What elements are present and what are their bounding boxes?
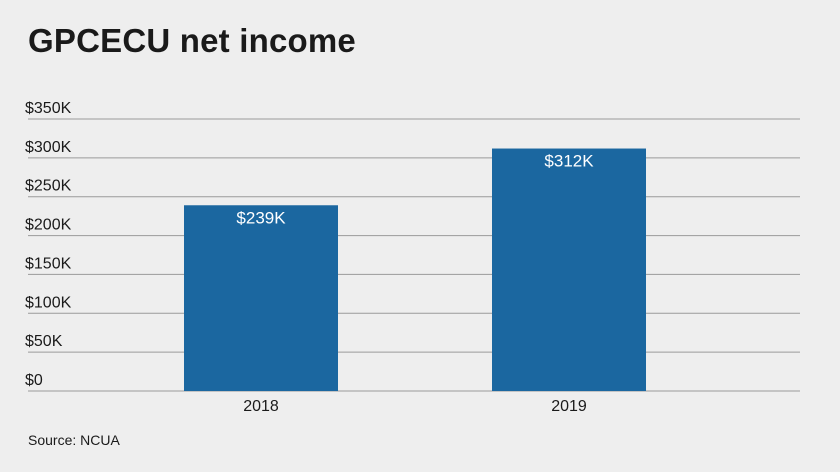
y-tick-label: $250K xyxy=(25,178,72,195)
y-tick-label: $300K xyxy=(25,139,72,156)
y-tick-label: $50K xyxy=(25,333,63,350)
bar-2019 xyxy=(492,148,646,391)
y-tick-label: $0 xyxy=(25,372,43,389)
data-label-2019: $312K xyxy=(544,152,594,171)
y-tick-label: $200K xyxy=(25,217,72,234)
y-tick-label: $100K xyxy=(25,294,72,311)
x-tick-label-2018: 2018 xyxy=(243,398,279,415)
bar-2018 xyxy=(184,205,338,391)
y-axis-tick-labels: $0 $50K $100K $150K $200K $250K $300K $350K xyxy=(25,100,72,389)
chart-title: GPCECU net income xyxy=(28,22,356,59)
gridlines xyxy=(28,118,800,392)
x-axis-category-labels: 2018 2019 xyxy=(243,398,587,415)
y-tick-label: $150K xyxy=(25,255,72,272)
data-labels: $239K $312K xyxy=(236,152,594,228)
source-note: Source: NCUA xyxy=(28,432,120,448)
bars xyxy=(184,148,646,391)
x-tick-label-2019: 2019 xyxy=(551,398,587,415)
y-tick-label: $350K xyxy=(25,100,72,117)
data-label-2018: $239K xyxy=(236,208,286,227)
